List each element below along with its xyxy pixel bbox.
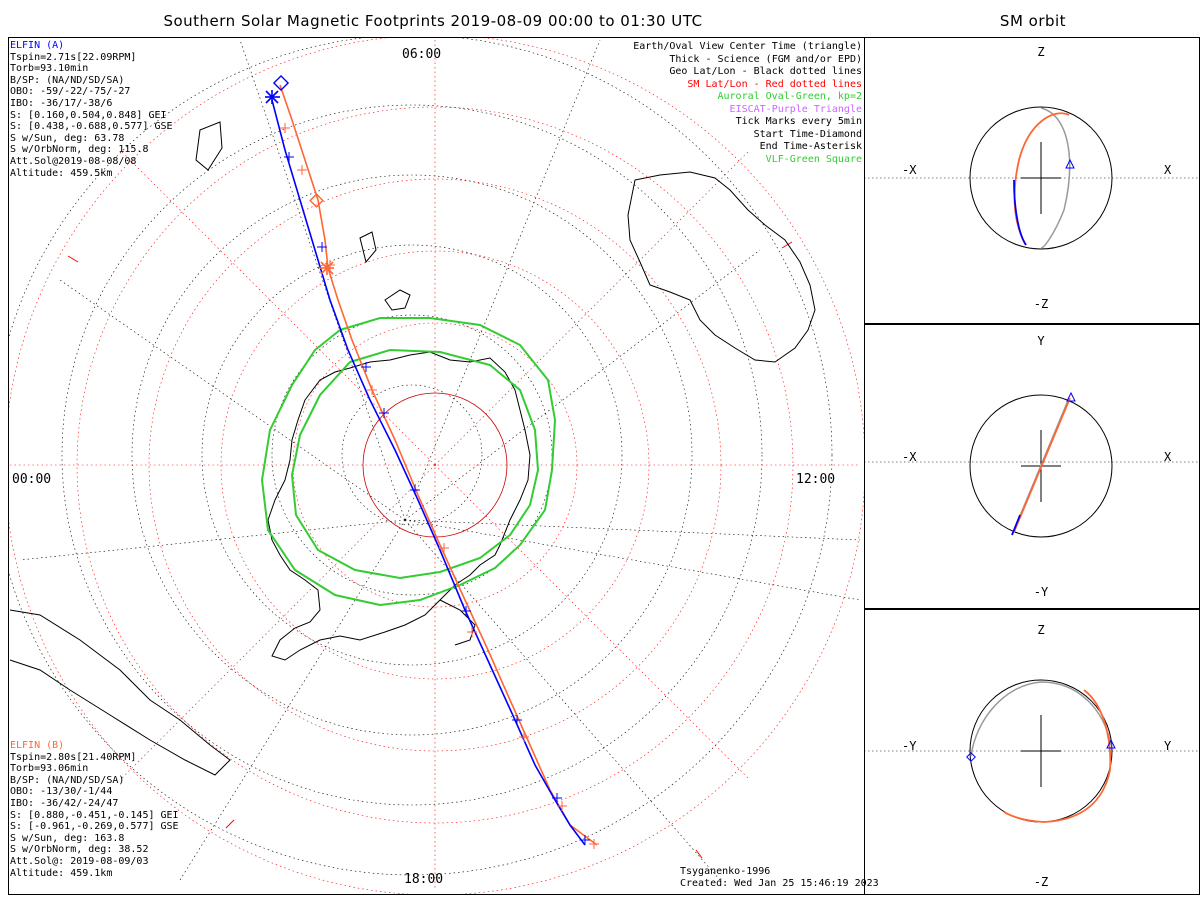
elfin-a-tick-marks bbox=[284, 152, 590, 845]
legend-item: VLF-Green Square bbox=[765, 153, 862, 165]
legend-item: End Time-Asterisk bbox=[759, 141, 862, 152]
elfin_b-line: Altitude: 459.1km bbox=[10, 867, 113, 879]
orbit-yz-right-label: Y bbox=[1164, 739, 1172, 753]
elfin-b-track bbox=[279, 84, 598, 846]
legend-item: Tick Marks every 5min bbox=[735, 116, 862, 127]
credit: Tsyganenko-1996 Created: Wed Jan 25 15:46… bbox=[680, 866, 879, 890]
elfin_b-line: Tspin=2.80s[21.40RPM] bbox=[10, 751, 137, 763]
orbit-plots: Z -Z -X X Y -Y -X X Z -Z -Y Y bbox=[864, 45, 1200, 889]
elfin_b-line: S w/OrbNorm, deg: 38.52 bbox=[10, 844, 149, 856]
elfin_b-line: S: [0.880,-0.451,-0.145] GEI bbox=[10, 809, 179, 821]
orbit-title: SM orbit bbox=[999, 12, 1067, 30]
elfin_a-line: S: [0.438,-0.688,0.577] GSE bbox=[10, 121, 173, 133]
elfin_a-line: Att.Sol@2019-08-08/08 bbox=[10, 155, 137, 167]
elfin-b-end-asterisk bbox=[320, 261, 334, 275]
elfin_a-line: Tspin=2.71s[22.09RPM] bbox=[10, 51, 137, 63]
elfin_a-line: ELFIN (A) bbox=[10, 40, 65, 51]
elfin_b-line: ELFIN (B) bbox=[10, 740, 65, 751]
australia-coastline bbox=[627, 171, 816, 363]
elfin_b-line: IBO: -36/42/-24/47 bbox=[10, 797, 119, 809]
elfin-a-start-diamond bbox=[272, 74, 290, 92]
elfin_a-line: B/SP: (NA/ND/SD/SA) bbox=[10, 74, 125, 86]
elfin_b-line: Att.Sol@: 2019-08-09/03 bbox=[10, 855, 149, 867]
orbit-xy-left-label: -X bbox=[902, 450, 917, 464]
elfin_a-line: OBO: -59/-22/-75/-27 bbox=[10, 86, 131, 98]
elfin_b-line: B/SP: (NA/ND/SD/SA) bbox=[10, 774, 125, 786]
elfin-b-info: ELFIN (B) Tspin=2.80s[21.40RPM] Torb=93.06… bbox=[10, 740, 179, 879]
orbit-xz-right-label: X bbox=[1164, 163, 1172, 177]
elfin_a-line: Torb=93.10min bbox=[10, 63, 89, 75]
elfin_b-line: S w/Sun, deg: 163.8 bbox=[10, 832, 125, 844]
elfin_b-line: Torb=93.06min bbox=[10, 763, 89, 775]
orbit-xz: Z -Z -X X bbox=[864, 45, 1200, 311]
elfin_a-line: S: [0.160,0.504,0.848] GEI bbox=[10, 109, 167, 121]
elfin_a-line: IBO: -36/17/-38/6 bbox=[10, 97, 113, 109]
orbit-xz-left-label: -X bbox=[902, 163, 917, 177]
legend-item: EISCAT-Purple Triangle bbox=[729, 103, 862, 115]
elfin-a-end-asterisk bbox=[265, 90, 280, 104]
auroral-oval bbox=[260, 317, 557, 607]
legend-item: Geo Lat/Lon - Black dotted lines bbox=[669, 66, 862, 77]
credit-line: Created: Wed Jan 25 15:46:19 2023 bbox=[680, 878, 879, 889]
legend-item: Auroral Oval-Green, kp=2 bbox=[717, 91, 863, 102]
orbit-xz-top-label: Z bbox=[1037, 45, 1044, 59]
legend-item: SM Lat/Lon - Red dotted lines bbox=[687, 78, 862, 90]
antarctic-peninsula-coastline bbox=[439, 599, 476, 646]
orbit-xy-bottom-label: -Y bbox=[1034, 585, 1049, 599]
elfin-b-start-diamond bbox=[309, 193, 324, 208]
elfin-a-info: ELFIN (A) Tspin=2.71s[22.09RPM] Torb=93.10… bbox=[10, 40, 173, 179]
africa-coastline bbox=[195, 121, 223, 171]
chart-title: Southern Solar Magnetic Footprints 2019-… bbox=[163, 12, 703, 30]
elfin_a-line: Altitude: 459.5km bbox=[10, 167, 113, 179]
mlt-label-top: 06:00 bbox=[402, 47, 441, 62]
orbit-xy-top-label: Y bbox=[1037, 334, 1045, 348]
geo-longitude-lines bbox=[19, 39, 861, 881]
orbit-yz: Z -Z -Y Y bbox=[864, 623, 1200, 889]
elfin_a-line: S w/OrbNorm, deg: 115.8 bbox=[10, 144, 149, 156]
orbit-xz-bottom-label: -Z bbox=[1034, 297, 1048, 311]
elfin-a-track bbox=[271, 99, 586, 846]
mlt-label-right: 12:00 bbox=[796, 472, 835, 487]
mlt-label-bottom: 18:00 bbox=[404, 872, 443, 887]
south-america-coastline bbox=[9, 609, 231, 776]
coastlines bbox=[9, 121, 816, 776]
orbit-yz-top-label: Z bbox=[1037, 623, 1044, 637]
elfin_b-line: OBO: -13/30/-1/44 bbox=[10, 786, 113, 798]
elfin_a-line: S w/Sun, deg: 63.78 bbox=[10, 132, 125, 144]
legend-item: Start Time-Diamond bbox=[753, 128, 862, 140]
orbit-yz-bottom-label: -Z bbox=[1034, 875, 1048, 889]
auroral-oval-inner bbox=[290, 348, 540, 580]
orbit-yz-left-label: -Y bbox=[902, 739, 917, 753]
elfin_b-line: S: [-0.961,-0.269,0.577] GSE bbox=[10, 821, 179, 833]
sm-tick-marks bbox=[67, 241, 793, 859]
auroral-oval-outer bbox=[260, 317, 557, 607]
polar-footprint-map: 06:00 00:00 12:00 18:00 bbox=[9, 38, 864, 894]
mlt-label-left: 00:00 bbox=[12, 472, 51, 487]
legend-item: Thick - Science (FGM and/or EPD) bbox=[669, 53, 862, 65]
legend: Earth/Oval View Center Time (triangle) Th… bbox=[633, 41, 862, 166]
legend-item: Earth/Oval View Center Time (triangle) bbox=[633, 41, 862, 52]
new-zealand-south-coastline bbox=[384, 289, 411, 311]
credit-line: Tsyganenko-1996 bbox=[680, 866, 771, 877]
elfin-b-tick-marks bbox=[280, 123, 599, 849]
new-zealand-coastline bbox=[359, 231, 377, 264]
antarctica-coastline bbox=[267, 351, 531, 661]
orbit-xy: Y -Y -X X bbox=[864, 334, 1200, 599]
orbit-xy-right-label: X bbox=[1164, 450, 1172, 464]
